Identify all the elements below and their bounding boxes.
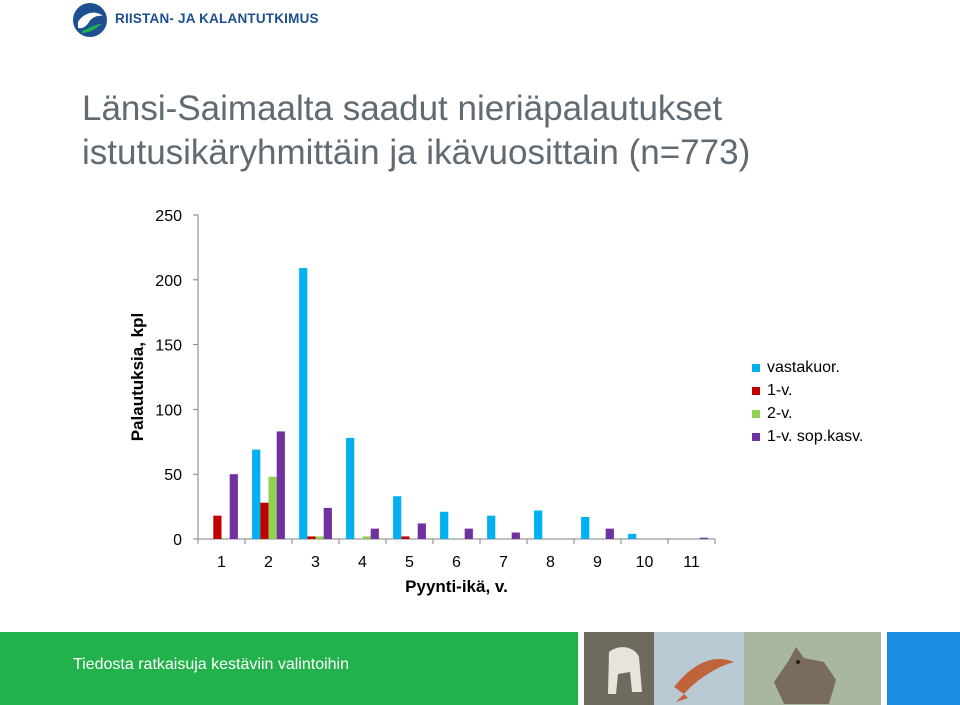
bar-vastakuor- <box>487 515 496 539</box>
x-tick-label: 3 <box>311 554 320 571</box>
legend-swatch <box>752 386 760 395</box>
y-tick-label: 150 <box>155 338 182 355</box>
legend-item: 1-v. <box>752 379 863 402</box>
x-tick-label: 4 <box>358 554 367 571</box>
bar-chart: 0 50 100 150 200 250 1 2 3 4 5 6 7 8 9 10 11 Pyynti-ikä, … <box>128 208 716 596</box>
legend-label: 1-v. <box>767 381 793 399</box>
legend-label: vastakuor. <box>767 358 840 376</box>
footer-bar <box>0 632 578 705</box>
org-name: RIISTAN- JA KALANTUTKIMUS <box>115 11 319 26</box>
legend-swatch <box>752 432 760 441</box>
footer-nature-photo <box>584 632 881 705</box>
org-logo: RIISTAN- JA KALANTUTKIMUS <box>72 2 319 38</box>
legend-item: 1-v. sop.kasv. <box>752 425 863 448</box>
y-tick-label: 200 <box>155 273 182 290</box>
bar-2-v- <box>268 476 277 539</box>
bar-1-v-sop-kasv- <box>605 528 614 539</box>
bar-vastakuor- <box>393 496 402 539</box>
legend-item: 2-v. <box>752 402 863 425</box>
bar-vastakuor- <box>252 449 261 539</box>
bar-vastakuor- <box>534 510 543 539</box>
bar-2-v- <box>362 536 371 539</box>
bar-1-v-sop-kasv- <box>699 537 708 539</box>
x-tick-label: 6 <box>452 554 461 571</box>
footer-blue-block <box>887 632 960 705</box>
bar-1-v-sop-kasv- <box>276 431 285 539</box>
bar-1-v-sop-kasv- <box>511 532 520 539</box>
footer-divider <box>578 632 584 705</box>
page-title-line1: Länsi-Saimaalta saadut nieriäpalautukset <box>82 89 723 129</box>
bar-vastakuor- <box>581 516 590 539</box>
y-tick-label: 50 <box>164 467 182 484</box>
legend-swatch <box>752 409 760 418</box>
x-axis-title: Pyynti-ikä, v. <box>405 577 508 596</box>
x-tick-label: 8 <box>546 554 555 571</box>
x-tick-label: 7 <box>499 554 508 571</box>
bar-1-v- <box>401 536 410 539</box>
chart-legend: vastakuor. 1-v. 2-v. 1-v. sop.kasv. <box>752 356 863 448</box>
y-tick-label: 100 <box>155 402 182 419</box>
bar-1-v-sop-kasv- <box>229 474 238 539</box>
bar-vastakuor- <box>346 437 355 539</box>
page-title-line2: istutusikäryhmittäin ja ikävuosittain (n… <box>82 133 751 173</box>
bar-1-v-sop-kasv- <box>370 528 379 539</box>
bar-1-v- <box>260 502 269 539</box>
footer-divider-2 <box>881 632 887 705</box>
bar-1-v- <box>213 515 222 539</box>
bar-vastakuor- <box>299 268 308 539</box>
bar-1-v- <box>307 536 316 539</box>
legend-swatch <box>752 363 760 372</box>
x-tick-label: 9 <box>593 554 602 571</box>
bar-2-v- <box>315 536 324 539</box>
y-tick-label: 0 <box>173 532 182 549</box>
legend-label: 1-v. sop.kasv. <box>767 427 864 445</box>
bar-1-v-sop-kasv- <box>323 507 332 539</box>
x-tick-label: 5 <box>405 554 414 571</box>
x-tick-label: 2 <box>264 554 273 571</box>
y-tick-label: 250 <box>155 208 182 225</box>
x-tick-label: 10 <box>636 554 654 571</box>
bar-1-v-sop-kasv- <box>417 523 426 539</box>
footer-tagline: Tiedosta ratkaisuja kestäviin valintoihi… <box>73 656 349 673</box>
y-axis-title: Palautuksia, kpl <box>128 313 147 442</box>
legend-item: vastakuor. <box>752 356 863 379</box>
footer: Tiedosta ratkaisuja kestäviin valintoihi… <box>0 632 960 705</box>
legend-label: 2-v. <box>767 404 793 422</box>
page-title: Länsi-Saimaalta saadut nieriäpalautukset… <box>82 87 942 175</box>
fish-logo-icon <box>73 3 107 37</box>
x-tick-label: 11 <box>683 554 700 571</box>
bar-vastakuor- <box>440 511 449 539</box>
x-tick-label: 1 <box>217 554 226 571</box>
bar-1-v-sop-kasv- <box>464 528 473 539</box>
bar-vastakuor- <box>628 533 637 539</box>
